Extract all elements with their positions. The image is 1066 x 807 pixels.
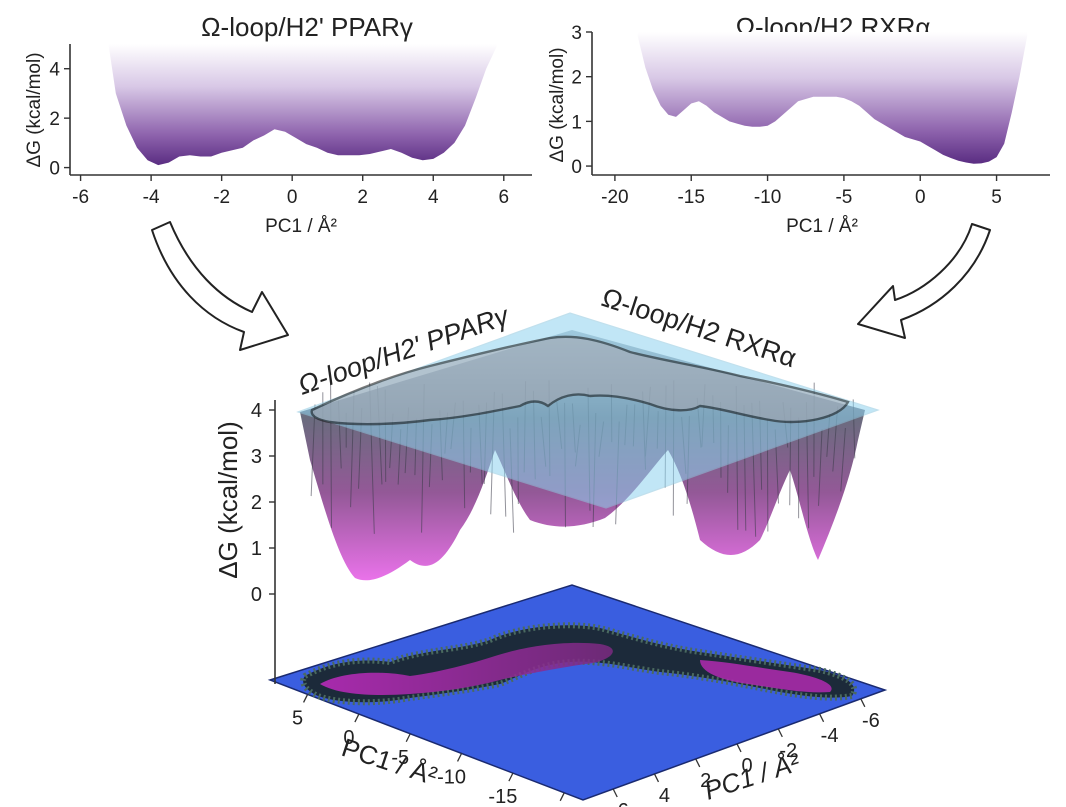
pparg-chart-title: Ω-loop/H2' PPARγ — [201, 12, 413, 42]
floor-y-tick-mark — [860, 698, 866, 708]
surface-spike — [840, 427, 846, 492]
floor-x-tick-label: 5 — [292, 707, 303, 729]
x-tick-label: -20 — [601, 187, 628, 208]
floor-x-tick-mark — [456, 753, 463, 762]
pparg-x-axis-label: PC1 / Å² — [265, 216, 337, 237]
y-tick-label: 3 — [571, 23, 582, 44]
pparg-y-axis-label: ΔG (kcal/mol) — [24, 52, 45, 167]
x-tick-label: -6 — [72, 187, 89, 208]
floor-plane — [267, 584, 888, 801]
floor-y-tick-label: 6 — [618, 800, 629, 807]
y-tick-label: 1 — [571, 112, 582, 133]
floor-x-tick-mark — [354, 713, 360, 723]
x-tick-label: -2 — [213, 187, 230, 208]
floor-x-tick-mark — [405, 733, 411, 743]
floor-y-tick-mark — [653, 773, 660, 783]
z-tick-label: 1 — [251, 538, 262, 560]
floor-basin-pparg — [320, 642, 613, 695]
x-tick-label: 0 — [915, 187, 926, 208]
rxra-energy-area — [637, 32, 1028, 164]
x-tick-label: 4 — [428, 187, 439, 208]
floor-x-tick-mark — [559, 792, 565, 802]
floor-x-tick-label: -10 — [437, 766, 466, 788]
rxra-y-axis-label: ΔG (kcal/mol) — [547, 47, 568, 162]
plane-intersection-outline — [310, 335, 850, 426]
floor-y-tick-mark — [777, 728, 783, 738]
floor-y-tick-mark — [736, 743, 742, 753]
y-tick-label: 2 — [49, 109, 60, 130]
z-axis-label: ΔG (kcal/mol) — [213, 421, 243, 579]
right-arrow — [857, 223, 991, 339]
floor-y-tick-label: 4 — [659, 785, 670, 807]
z-tick-label: 2 — [251, 492, 262, 514]
x-tick-label: 6 — [498, 187, 509, 208]
surface-spike — [310, 404, 316, 497]
floor-y-tick-label: -4 — [821, 725, 839, 747]
pparg-ticks: -6 -4 -2 0 2 4 6 0 2 4 — [49, 60, 509, 208]
surface-spike — [818, 429, 823, 506]
floor-x-axis-label: PC1 / Å² — [338, 732, 441, 791]
x-tick-label: -5 — [835, 187, 852, 208]
x-tick-label: 0 — [287, 187, 298, 208]
x-tick-label: -10 — [754, 187, 781, 208]
y-tick-label: 0 — [49, 159, 60, 180]
x-tick-label: -4 — [143, 187, 160, 208]
z-tick-label: 4 — [251, 400, 262, 422]
floor-y-tick-label: -2 — [779, 740, 797, 762]
floor-y-ticks: 6 4 2 0 -2 -4 -6 — [612, 698, 880, 807]
floor-y-tick-label: -6 — [862, 710, 880, 732]
z-tick-label: 3 — [251, 446, 262, 468]
floor-y-tick-mark — [818, 713, 825, 723]
floor-y-tick-mark — [612, 788, 618, 798]
floor-x-tick-mark — [508, 772, 514, 782]
floor-y-tick-label: 2 — [700, 770, 711, 792]
x-tick-label: 5 — [991, 187, 1002, 208]
y-tick-label: 0 — [571, 157, 582, 178]
y-tick-label: 4 — [49, 60, 60, 81]
pparg-energy-area — [108, 44, 497, 166]
floor-y-tick-label: 0 — [741, 755, 752, 777]
floor-y-tick-mark — [695, 758, 701, 768]
floor-x-tick-label: -5 — [391, 747, 409, 769]
floor-x-tick-label: 0 — [343, 727, 354, 749]
floor-basin-rxra — [700, 660, 832, 693]
x-tick-label: 2 — [357, 187, 368, 208]
floor-x-tick-label: -15 — [488, 786, 517, 807]
floor-x-ticks: 5 0 -5 -10 -15 -20 — [292, 694, 569, 807]
z-ticks: 0 1 2 3 4 — [251, 400, 275, 606]
rxra-ticks: -20 -15 -10 -5 0 5 0 1 2 3 — [571, 23, 1001, 208]
z-tick-label: 0 — [251, 584, 262, 606]
rxra-x-axis-label: PC1 / Å² — [786, 216, 858, 237]
y-tick-label: 2 — [571, 68, 582, 89]
floor-x-tick-mark — [302, 694, 309, 703]
x-tick-label: -15 — [677, 187, 704, 208]
left-arrow — [151, 221, 289, 351]
floor-x-tick-label: -20 — [540, 806, 569, 807]
